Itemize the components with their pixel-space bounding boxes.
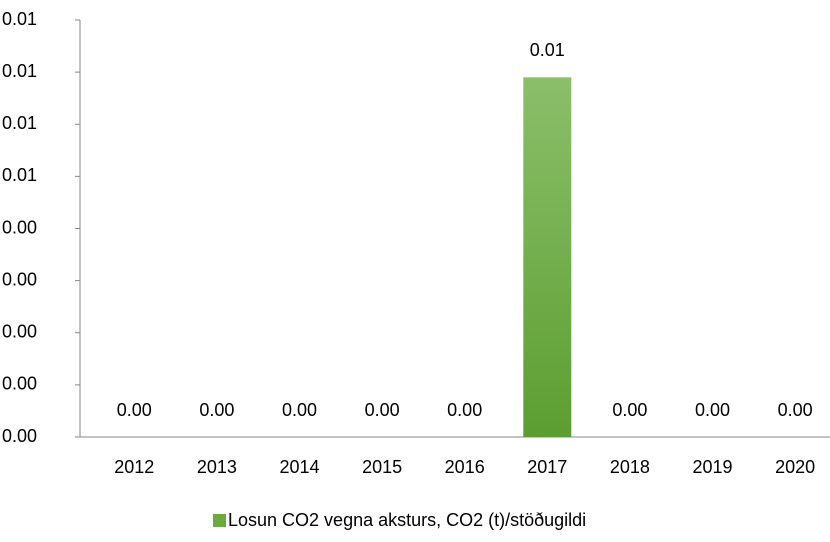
x-tick-label: 2016 [445,457,485,477]
x-tick-label: 2012 [114,457,154,477]
x-tick-label: 2013 [197,457,237,477]
data-label: 0.00 [612,400,647,420]
data-label: 0.00 [695,400,730,420]
y-tick-label: 0.01 [2,113,37,133]
y-tick-label: 0.01 [2,9,37,29]
data-label: 0.00 [199,400,234,420]
y-tick-label: 0.00 [2,322,37,342]
data-label: 0.00 [282,400,317,420]
x-tick-label: 2015 [362,457,402,477]
data-label: 0.00 [447,400,482,420]
data-label: 0.00 [117,400,152,420]
legend-swatch [213,514,226,527]
y-tick-label: 0.00 [2,426,37,446]
bar [523,77,572,438]
data-label: 0.00 [778,400,813,420]
x-tick-label: 2020 [775,457,815,477]
x-tick-label: 2018 [610,457,650,477]
x-tick-label: 2017 [527,457,567,477]
y-tick-label: 0.00 [2,217,37,237]
data-label: 0.01 [530,40,565,60]
y-tick-label: 0.00 [2,269,37,289]
y-tick-label: 0.01 [2,165,37,185]
x-tick-label: 2019 [692,457,732,477]
data-label: 0.00 [365,400,400,420]
x-tick-label: 2014 [279,457,319,477]
y-tick-label: 0.00 [2,374,37,394]
legend-label: Losun CO2 vegna aksturs, CO2 (t)/stöðugi… [228,510,586,530]
y-tick-label: 0.01 [2,61,37,81]
legend: Losun CO2 vegna aksturs, CO2 (t)/stöðugi… [213,510,586,530]
